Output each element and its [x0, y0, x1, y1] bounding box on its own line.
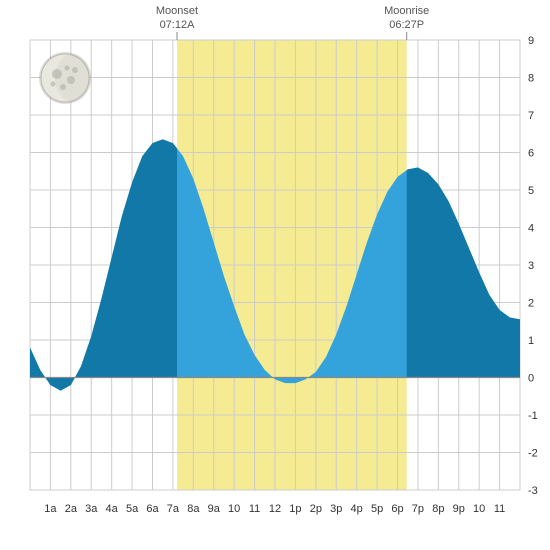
x-tick-label: 9a	[208, 503, 221, 515]
top-label-title: Moonrise	[384, 5, 429, 17]
x-tick-label: 4p	[351, 503, 363, 515]
y-tick-label: -3	[528, 485, 538, 497]
x-tick-label: 2a	[65, 503, 78, 515]
y-tick-label: 4	[528, 223, 534, 235]
y-tick-label: -2	[528, 448, 538, 460]
x-tick-label: 12	[269, 503, 281, 515]
x-tick-label: 7p	[412, 503, 424, 515]
y-tick-label: 9	[528, 35, 534, 47]
x-tick-label: 1p	[289, 503, 301, 515]
x-tick-label: 11	[249, 503, 260, 515]
x-tick-label: 7a	[167, 503, 180, 515]
x-tick-label: 6a	[146, 503, 159, 515]
y-tick-label: 2	[528, 298, 534, 310]
top-label-time: 07:12A	[160, 19, 196, 31]
x-tick-label: 2p	[310, 503, 322, 515]
x-tick-label: 9p	[453, 503, 465, 515]
x-tick-label: 5p	[371, 503, 383, 515]
x-tick-label: 6p	[391, 503, 403, 515]
chart-svg: -3-2-101234567891a2a3a4a5a6a7a8a9a101112…	[0, 0, 550, 550]
y-tick-label: 0	[528, 373, 534, 385]
y-tick-label: 3	[528, 260, 534, 272]
top-label-title: Moonset	[156, 5, 198, 17]
top-label-time: 06:27P	[389, 19, 424, 31]
y-tick-label: 6	[528, 148, 534, 160]
x-tick-label: 3p	[330, 503, 342, 515]
y-tick-label: -1	[528, 410, 538, 422]
x-tick-label: 10	[228, 503, 240, 515]
x-tick-label: 4a	[106, 503, 119, 515]
x-tick-label: 5a	[126, 503, 139, 515]
y-tick-label: 7	[528, 110, 534, 122]
x-tick-label: 1a	[44, 503, 57, 515]
x-tick-label: 3a	[85, 503, 98, 515]
tide-chart: -3-2-101234567891a2a3a4a5a6a7a8a9a101112…	[0, 0, 550, 550]
x-tick-label: 10	[473, 503, 485, 515]
x-tick-label: 8p	[432, 503, 444, 515]
y-tick-label: 8	[528, 73, 534, 85]
y-tick-label: 5	[528, 185, 534, 197]
x-tick-label: 11	[494, 503, 505, 515]
x-tick-label: 8a	[187, 503, 200, 515]
y-tick-label: 1	[528, 335, 534, 347]
